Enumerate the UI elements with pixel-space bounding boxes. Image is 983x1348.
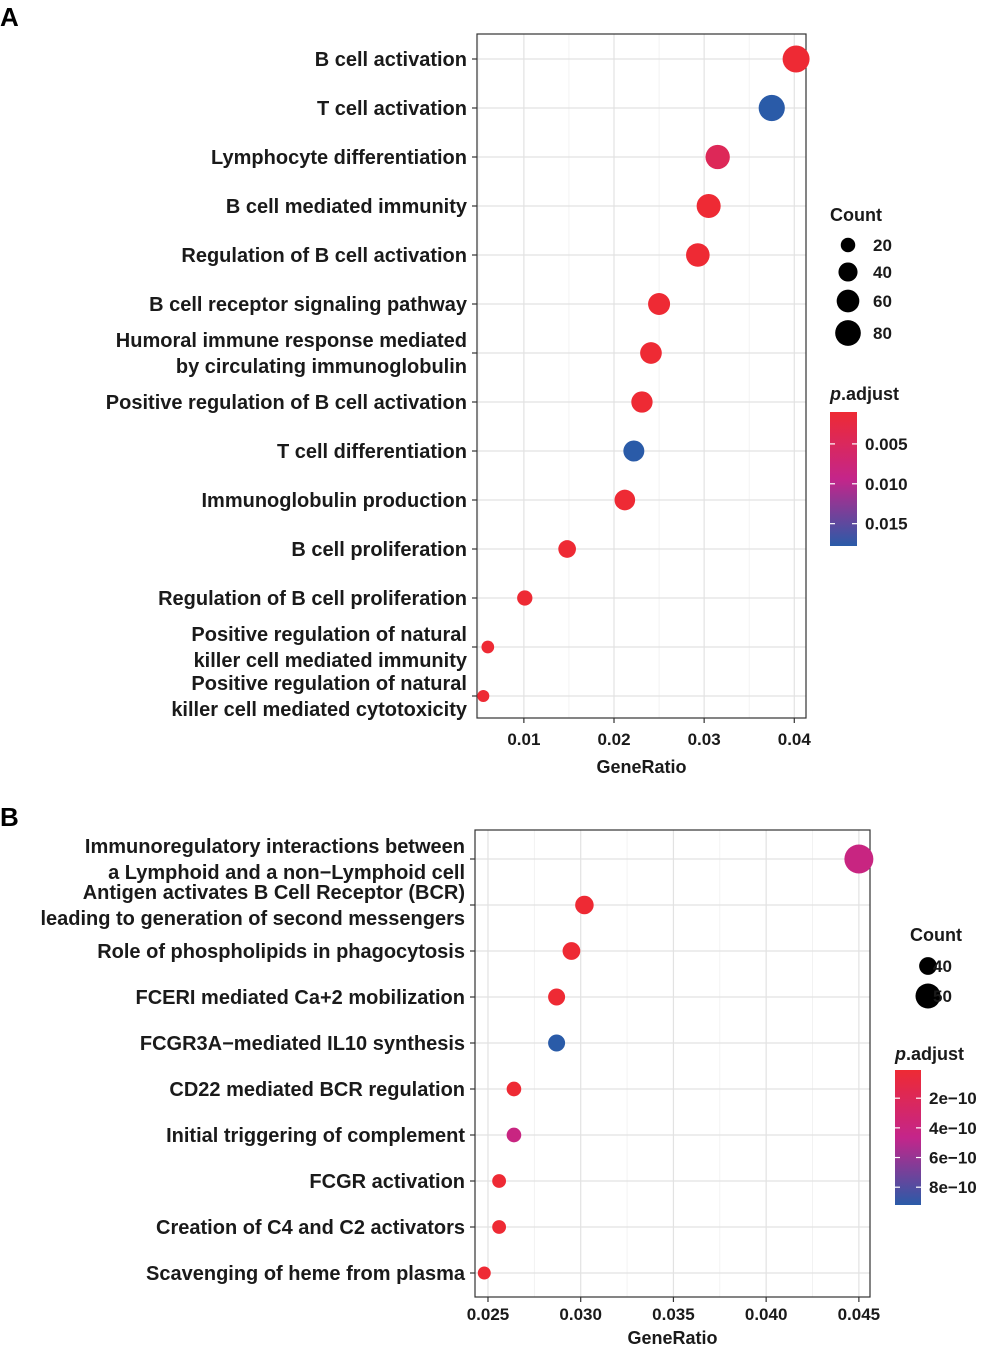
data-point [686,243,710,267]
legend-count-label: 40 [933,957,952,976]
data-point [705,144,730,170]
legend-padj-label: 6e−10 [929,1149,977,1168]
category-label: Positive regulation of B cell activation [106,392,467,414]
category-label: B cell proliferation [291,539,467,561]
data-point [506,1127,522,1143]
legend-padj-label: 4e−10 [929,1119,977,1138]
legend-count-label: 60 [873,292,892,311]
category-label: Antigen activates B Cell Receptor (BCR) [83,882,465,904]
category-label: B cell mediated immunity [226,196,468,218]
plot-frame [474,829,871,1298]
x-tick-label: 0.045 [838,1305,881,1324]
x-axis-title: GeneRatio [627,1328,717,1348]
data-point [558,540,576,558]
legend-colorbar [895,1070,921,1205]
legend-count-label: 50 [933,987,952,1006]
legend-colorbar [830,412,857,546]
category-label: Humoral immune response mediated [116,330,467,352]
category-label: a Lymphoid and a non−Lymphoid cell [108,862,465,884]
legend-padj-title: p.adjust [829,384,899,404]
category-label: Positive regulation of natural [191,624,467,646]
category-label: Initial triggering of complement [166,1125,465,1147]
legend-count-dot [838,262,858,282]
legend-padj-label: 0.005 [865,435,908,454]
category-label: Immunoglobulin production [201,490,467,512]
data-point [517,590,533,606]
data-point [614,489,636,511]
data-point [640,342,662,364]
x-tick-label: 0.01 [507,730,540,749]
x-tick-label: 0.04 [778,730,812,749]
panel-a: A 0.01 0.02 0.03 0.04 GeneRatio B cell activat… [0,2,908,777]
data-point [575,895,594,915]
data-point [758,94,785,122]
category-label: T cell activation [317,98,467,120]
category-label: CD22 mediated BCR regulation [169,1079,465,1101]
x-tick-label: 0.02 [597,730,630,749]
data-point [631,391,653,413]
legend-count-label: 80 [873,324,892,343]
data-point [782,45,810,73]
panel-label: B [0,802,19,832]
legend-count-label: 40 [873,263,892,282]
legend-count-title: Count [830,205,882,225]
x-tick-label: 0.03 [688,730,721,749]
data-point [548,1034,566,1052]
legend-padj-label: 2e−10 [929,1089,977,1108]
category-label: Positive regulation of natural [191,673,467,695]
category-label: killer cell mediated immunity [194,650,468,672]
category-label: Creation of C4 and C2 activators [156,1217,465,1239]
legend-padj-label: 0.010 [865,475,908,494]
category-label: FCERI mediated Ca+2 mobilization [135,987,465,1009]
panel-b: B 0.025 0.030 0.035 0.040 0.045 GeneRatio Immun… [0,802,977,1348]
x-tick-label: 0.035 [652,1305,695,1324]
legend-count-dot [915,983,941,1009]
data-point [492,1220,507,1234]
data-point [844,844,874,874]
category-label: B cell receptor signaling pathway [149,294,468,316]
data-point [623,440,645,462]
data-point [481,640,495,654]
category-label: T cell differentiation [277,441,467,463]
data-point [477,690,490,702]
data-point [648,292,671,316]
data-point [548,988,566,1006]
legend-count-dot [836,289,860,313]
category-label: FCGR3A−mediated IL10 synthesis [140,1033,465,1055]
legend-count-dot [840,237,856,253]
x-axis-title: GeneRatio [596,757,686,777]
category-label: Scavenging of heme from plasma [146,1263,466,1285]
legend-padj-title: p.adjust [894,1044,964,1064]
legend-padj-label: 0.015 [865,515,908,534]
category-label: leading to generation of second messenge… [40,908,465,930]
legend-count-dot [835,320,861,346]
category-label: by circulating immunoglobulin [176,356,467,378]
legend-count-title: Count [910,925,962,945]
legend-count-dot [919,957,937,975]
data-point [696,193,721,219]
category-label: killer cell mediated cytotoxicity [171,699,468,721]
category-label: Role of phospholipids in phagocytosis [97,941,465,963]
category-label: Regulation of B cell proliferation [158,588,467,610]
x-tick-label: 0.030 [559,1305,602,1324]
category-label: B cell activation [315,49,467,71]
data-point [506,1081,522,1097]
plot-frame [476,33,807,719]
x-tick-label: 0.025 [467,1305,510,1324]
category-label: Lymphocyte differentiation [211,147,467,169]
data-point [492,1174,507,1188]
legend-count-label: 20 [873,236,892,255]
panel-label: A [0,2,19,32]
category-label: FCGR activation [309,1171,465,1193]
category-label: Regulation of B cell activation [181,245,467,267]
data-point [477,1266,491,1280]
x-tick-label: 0.040 [745,1305,788,1324]
data-point [562,942,581,960]
category-label: Immunoregulatory interactions between [85,836,465,858]
legend-padj-label: 8e−10 [929,1178,977,1197]
